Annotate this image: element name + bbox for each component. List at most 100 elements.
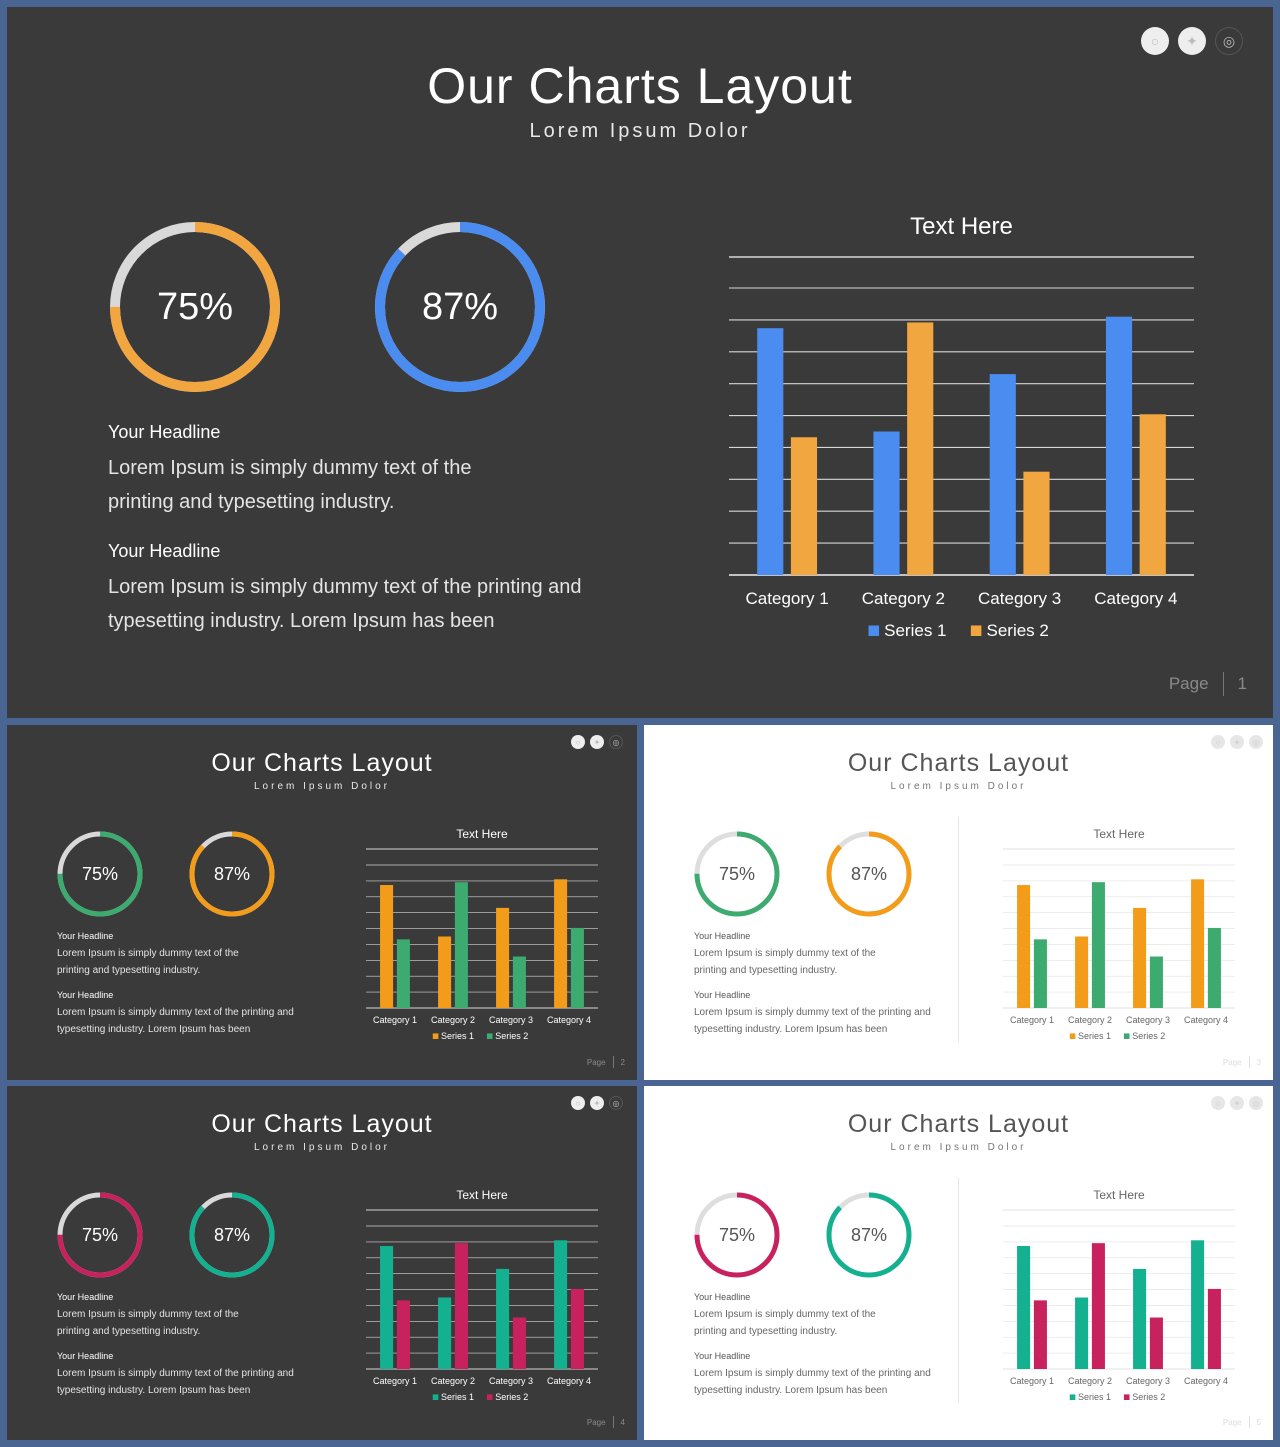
bar-chart: Text Here Category 1 Category 2 Category 3 C…: [325, 1183, 625, 1408]
chart-title: Text Here: [910, 213, 1013, 240]
pinterest-icon[interactable]: ○: [571, 1096, 585, 1110]
slide-2[interactable]: ○ ✦ ◎ Our Charts Layout Lorem Ipsum Dolo…: [7, 725, 637, 1080]
text-block-1: Your Headline Lorem Ipsum is simply dumm…: [57, 1292, 317, 1340]
legend-label: Series 1: [441, 1031, 474, 1041]
page-number: 5: [1256, 1417, 1261, 1427]
bar-chart: Text Here Category 1 Category 2 Category 3 C…: [962, 822, 1262, 1047]
bar-2-4: [1139, 414, 1166, 575]
legend-swatch: [1069, 1033, 1076, 1039]
dribbble-icon[interactable]: ◎: [1215, 27, 1243, 55]
legend-swatch: [970, 625, 982, 636]
slide-title: Our Charts Layout: [847, 1110, 1070, 1138]
block-headline: Your Headline: [694, 1292, 751, 1302]
bar-2-1: [396, 1300, 410, 1369]
bar-2-2: [1091, 882, 1105, 1008]
twitter-icon[interactable]: ✦: [1178, 27, 1206, 55]
legend-swatch: [432, 1033, 439, 1039]
page-indicator: Page 5: [1223, 1416, 1261, 1428]
page-number: 2: [620, 1057, 625, 1067]
donut-chart-75: 75%: [56, 830, 144, 918]
donut-arc: [694, 1192, 780, 1278]
block-body-line: typesetting industry. Lorem Ipsum has be…: [694, 1024, 888, 1035]
slide-4[interactable]: ○ ✦ ◎ Our Charts Layout Lorem Ipsum Dolo…: [7, 1086, 637, 1440]
slide-1[interactable]: ○ ✦ ◎ Our Charts Layout Lorem Ipsum Dolo…: [7, 7, 1273, 718]
page-number: 4: [620, 1417, 625, 1427]
pinterest-icon[interactable]: ○: [1141, 27, 1169, 55]
slide-5[interactable]: ○ ✦ ◎ Our Charts Layout Lorem Ipsum Dolo…: [644, 1086, 1273, 1440]
donut-chart-87: 87%: [825, 1191, 913, 1279]
block-headline: Your Headline: [57, 990, 114, 1000]
x-tick-label: Category 4: [1184, 1015, 1228, 1025]
legend-label: Series 2: [1132, 1031, 1165, 1041]
legend-swatch: [486, 1033, 493, 1039]
twitter-icon[interactable]: ✦: [1230, 1096, 1244, 1110]
page-separator: [1222, 672, 1224, 696]
x-tick-label: Category 3: [1126, 1015, 1170, 1025]
block-headline: Your Headline: [108, 422, 221, 442]
donut-percent-label: 75%: [156, 285, 234, 328]
legend-label: Series 2: [495, 1031, 528, 1041]
block-headline: Your Headline: [108, 541, 221, 561]
donut-percent-label: 75%: [81, 863, 119, 884]
dribbble-icon[interactable]: ◎: [1249, 735, 1263, 749]
bar-1-3: [1133, 907, 1147, 1008]
text-block-2: Your Headline Lorem Ipsum is simply dumm…: [694, 990, 964, 1038]
slide-title: Our Charts Layout: [211, 1110, 433, 1138]
legend-label: Series 2: [495, 1392, 528, 1402]
bar-2-1: [396, 939, 410, 1008]
block-body-line: Lorem Ipsum is simply dummy text of the …: [57, 1368, 294, 1379]
page-separator: [612, 1416, 614, 1428]
donut-chart-75: 75%: [693, 1191, 781, 1279]
donut-percent-label: 87%: [213, 863, 251, 884]
bar-chart: Text Here Category 1 Category 2 Category 3 C…: [325, 822, 625, 1047]
bar-1-1: [380, 1246, 394, 1369]
donut-chart-87: 87%: [188, 830, 276, 918]
bar-1-1: [1017, 885, 1031, 1008]
dribbble-icon[interactable]: ◎: [609, 735, 623, 749]
legend-swatch: [868, 625, 880, 636]
legend-swatch: [1123, 1033, 1130, 1039]
chart-title: Text Here: [1093, 827, 1145, 841]
column-divider: [958, 1178, 959, 1403]
block-body-line: printing and typesetting industry.: [694, 1326, 838, 1337]
twitter-icon[interactable]: ✦: [1230, 735, 1244, 749]
bar-1-4: [554, 879, 568, 1008]
social-icons: ○ ✦ ◎: [571, 1096, 623, 1110]
slide-3[interactable]: ○ ✦ ◎ Our Charts Layout Lorem Ipsum Dolo…: [644, 725, 1273, 1080]
chart-title: Text Here: [1093, 1188, 1145, 1202]
donut-arc: [826, 1192, 912, 1278]
slide-subtitle: Lorem Ipsum Dolor: [890, 1142, 1027, 1153]
bar-1-3: [496, 1268, 510, 1369]
bar-1-1: [757, 328, 784, 575]
donut-chart-75: 75%: [56, 1191, 144, 1279]
page-indicator: Page 4: [587, 1416, 625, 1428]
block-body-line: typesetting industry. Lorem Ipsum has be…: [694, 1385, 888, 1396]
x-tick-label: Category 2: [431, 1376, 475, 1386]
x-tick-label: Category 1: [373, 1015, 417, 1025]
bar-2-3: [1023, 471, 1050, 575]
bar-2-3: [512, 956, 526, 1008]
bar-1-1: [1017, 1246, 1031, 1369]
donut-chart-87: 87%: [372, 219, 548, 395]
slide-subtitle: Lorem Ipsum Dolor: [253, 781, 391, 792]
page-label: Page: [1222, 1417, 1242, 1427]
twitter-icon[interactable]: ✦: [590, 735, 604, 749]
dribbble-icon[interactable]: ◎: [609, 1096, 623, 1110]
dribbble-icon[interactable]: ◎: [1249, 1096, 1263, 1110]
bar-1-4: [1191, 1240, 1205, 1369]
text-block-2: Your Headline Lorem Ipsum is simply dumm…: [57, 990, 327, 1038]
pinterest-icon[interactable]: ○: [1211, 735, 1225, 749]
donut-percent-label: 75%: [81, 1224, 119, 1245]
pinterest-icon[interactable]: ○: [571, 735, 585, 749]
slide-subtitle: Lorem Ipsum Dolor: [529, 120, 751, 142]
page-separator: [1248, 1056, 1250, 1068]
bar-1-3: [1133, 1268, 1147, 1369]
slide-subtitle: Lorem Ipsum Dolor: [890, 781, 1027, 792]
legend-label: Series 1: [441, 1392, 474, 1402]
twitter-icon[interactable]: ✦: [590, 1096, 604, 1110]
pinterest-icon[interactable]: ○: [1211, 1096, 1225, 1110]
bar-chart: Text Here Category 1 Category 2 Category 3 C…: [647, 202, 1247, 652]
slide-title: Our Charts Layout: [847, 749, 1070, 777]
x-tick-label: Category 3: [978, 589, 1061, 608]
donut-arc: [826, 831, 912, 917]
